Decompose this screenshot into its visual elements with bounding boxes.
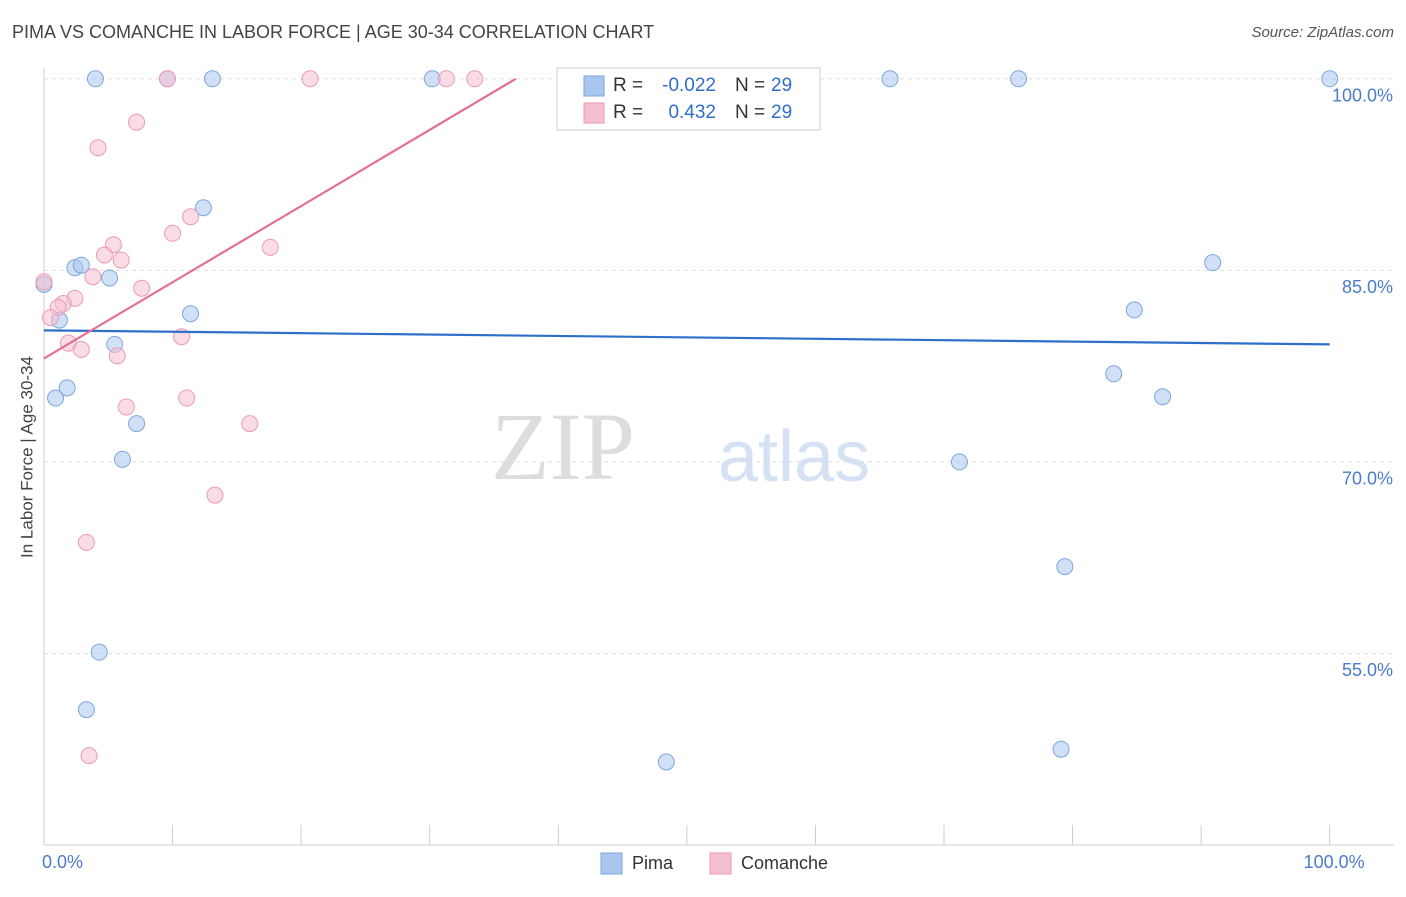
y-tick-label: 70.0%	[1342, 469, 1393, 489]
point	[90, 643, 108, 661]
point	[466, 70, 484, 88]
point	[72, 341, 90, 359]
legend-swatch	[709, 852, 732, 875]
legend-r-label: R =	[613, 102, 643, 123]
point	[84, 268, 102, 286]
legend-r-value: -0.022	[662, 75, 716, 96]
point	[1154, 388, 1172, 406]
trend-line	[43, 329, 1330, 346]
point	[194, 199, 212, 217]
point	[182, 305, 200, 323]
point	[133, 279, 151, 297]
legend-n-label: N =	[735, 102, 765, 123]
point	[657, 753, 675, 771]
point	[108, 347, 126, 365]
x-tick-label: 100.0%	[1304, 852, 1365, 872]
point	[950, 453, 968, 471]
point	[86, 70, 104, 88]
point	[1052, 740, 1070, 758]
point	[41, 309, 59, 327]
x-tick-label: 0.0%	[42, 852, 83, 872]
source: Source: ZipAtlas.com	[1251, 24, 1394, 41]
point	[113, 450, 131, 468]
point	[881, 70, 899, 88]
point	[112, 251, 130, 269]
legend-n-value: 29	[771, 75, 792, 96]
point	[1125, 301, 1143, 319]
point	[77, 533, 95, 551]
y-tick-label: 55.0%	[1342, 660, 1393, 680]
watermark: atlas	[718, 417, 870, 497]
point	[77, 701, 95, 719]
point	[301, 70, 319, 88]
point	[35, 273, 53, 291]
point	[178, 389, 196, 407]
legend-r-value: 0.432	[668, 102, 716, 123]
watermark: ZIP	[491, 393, 635, 500]
point	[206, 486, 224, 504]
point	[182, 208, 200, 226]
chart-title: PIMA VS COMANCHE IN LABOR FORCE | AGE 30…	[12, 22, 654, 42]
point	[158, 70, 176, 88]
y-tick-label: 100.0%	[1332, 86, 1393, 106]
point	[241, 415, 259, 433]
point	[423, 70, 441, 88]
y-tick-label: 85.0%	[1342, 277, 1393, 297]
point	[1056, 558, 1074, 576]
legend-n-label: N =	[735, 75, 765, 96]
point	[437, 70, 455, 88]
point	[261, 238, 279, 256]
legend-swatch	[583, 75, 605, 97]
point	[89, 139, 107, 157]
point	[101, 269, 119, 287]
legend-n-value: 29	[771, 102, 792, 123]
point	[47, 389, 65, 407]
point	[58, 379, 76, 397]
legend-swatch	[600, 852, 623, 875]
point	[1105, 365, 1123, 383]
point	[117, 398, 135, 416]
point	[1010, 70, 1028, 88]
trend-line	[43, 77, 517, 360]
legend-r-label: R =	[613, 75, 643, 96]
point	[1204, 254, 1222, 272]
point	[128, 113, 146, 131]
point	[80, 747, 98, 765]
y-axis-label: In Labor Force | Age 30-34	[17, 356, 36, 558]
point	[95, 246, 113, 264]
legend-swatch	[583, 102, 605, 124]
point	[1321, 70, 1339, 88]
point	[164, 224, 182, 242]
point	[128, 415, 146, 433]
point	[72, 256, 90, 274]
legend-label: Comanche	[741, 853, 828, 873]
point	[203, 70, 221, 88]
legend-label: Pima	[632, 853, 674, 873]
